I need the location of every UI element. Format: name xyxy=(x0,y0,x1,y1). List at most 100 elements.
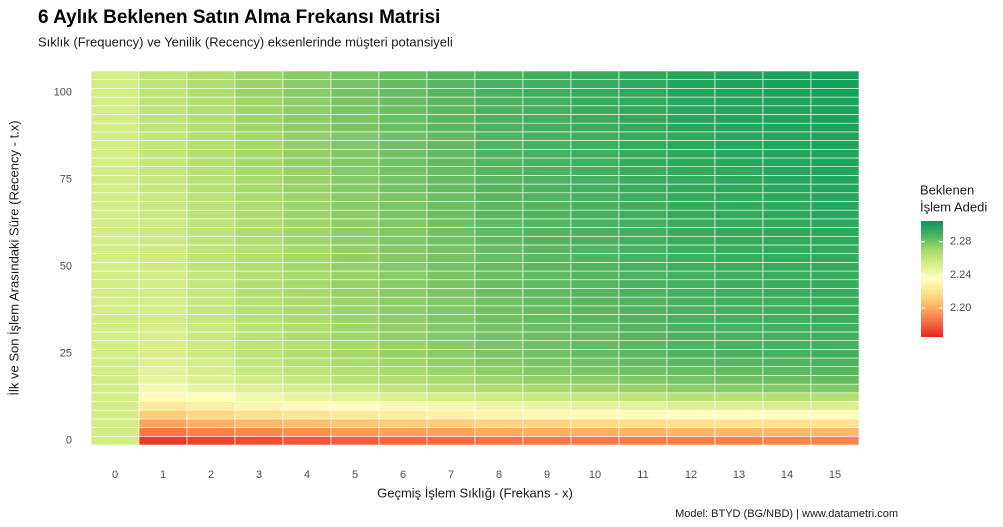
heat-cell xyxy=(330,201,380,211)
heat-cell xyxy=(666,366,716,376)
heat-cell xyxy=(762,340,812,350)
heat-cell xyxy=(522,96,572,107)
heat-cell xyxy=(810,296,860,307)
heat-cell xyxy=(762,96,812,107)
heat-cell xyxy=(474,140,524,150)
heat-cell xyxy=(570,79,620,89)
heat-cell xyxy=(810,192,860,202)
heat-cell xyxy=(762,357,812,368)
heat-cell xyxy=(570,427,620,437)
heat-cell xyxy=(762,70,812,80)
y-tick-label: 0 xyxy=(66,435,72,447)
heat-cell xyxy=(474,166,524,176)
heat-cell xyxy=(570,401,620,411)
heat-cell xyxy=(570,288,620,298)
heat-cell xyxy=(666,427,716,437)
heat-cell xyxy=(90,166,140,176)
heat-cell xyxy=(426,409,476,420)
heat-cell xyxy=(90,209,140,220)
heat-cell xyxy=(138,218,188,228)
heat-cell xyxy=(570,235,620,246)
heat-cell xyxy=(186,140,236,150)
heat-cell xyxy=(522,183,572,194)
heat-cell xyxy=(762,227,812,237)
heat-cell xyxy=(138,79,188,89)
heat-cell xyxy=(666,357,716,368)
heat-cell xyxy=(234,79,284,89)
heat-cell xyxy=(618,131,668,141)
heat-cell xyxy=(90,122,140,133)
heat-cell xyxy=(618,253,668,263)
heat-cell xyxy=(330,409,380,420)
heat-cell xyxy=(426,401,476,411)
heat-cell xyxy=(666,227,716,237)
legend-title: Beklenen xyxy=(920,182,974,197)
heat-cell xyxy=(426,366,476,376)
heat-cell xyxy=(666,314,716,324)
heat-cell xyxy=(282,340,332,350)
heat-cell xyxy=(378,392,428,402)
heat-cell xyxy=(282,427,332,437)
heat-cell xyxy=(666,96,716,107)
heat-cell xyxy=(810,409,860,420)
heat-cell xyxy=(714,209,764,220)
heat-cell xyxy=(762,244,812,254)
heat-cell xyxy=(378,253,428,263)
heat-cell xyxy=(666,392,716,402)
x-tick-label: 0 xyxy=(112,469,118,481)
heat-cell xyxy=(714,409,764,420)
heat-cell xyxy=(474,209,524,220)
heat-cell xyxy=(90,427,140,437)
heat-cell xyxy=(570,131,620,141)
heat-cell xyxy=(186,157,236,167)
heat-cell xyxy=(474,244,524,254)
heat-cell xyxy=(618,209,668,220)
heat-cell xyxy=(138,131,188,141)
heat-cell xyxy=(282,209,332,220)
heat-cell xyxy=(90,357,140,368)
heat-cell xyxy=(282,383,332,394)
heat-cell xyxy=(330,140,380,150)
heat-cell xyxy=(522,262,572,272)
heat-cell xyxy=(714,357,764,368)
heat-cell xyxy=(282,218,332,228)
heat-cell xyxy=(762,305,812,315)
heat-cell xyxy=(618,436,668,446)
heat-cell xyxy=(474,175,524,185)
heat-cell xyxy=(522,383,572,394)
heat-cell xyxy=(810,288,860,298)
heat-cell xyxy=(762,192,812,202)
heat-cell xyxy=(714,148,764,159)
heat-cell xyxy=(426,70,476,80)
heat-cell xyxy=(618,340,668,350)
heat-cell xyxy=(90,366,140,376)
heat-cell xyxy=(426,79,476,89)
heat-cell xyxy=(90,436,140,446)
heat-cell xyxy=(810,305,860,315)
heat-cell xyxy=(522,235,572,246)
heat-cell xyxy=(378,192,428,202)
heat-cell xyxy=(378,340,428,350)
heat-cell xyxy=(714,383,764,394)
heat-cell xyxy=(426,436,476,446)
heat-cell xyxy=(666,114,716,124)
heat-cell xyxy=(282,270,332,281)
heat-cell xyxy=(810,140,860,150)
heat-cell xyxy=(330,340,380,350)
heat-cell xyxy=(378,148,428,159)
heat-cell xyxy=(474,192,524,202)
heat-cell xyxy=(522,175,572,185)
heat-cell xyxy=(618,201,668,211)
heat-cell xyxy=(186,314,236,324)
heat-cell xyxy=(234,262,284,272)
heat-cell xyxy=(570,305,620,315)
y-axis-title: İlk ve Son İşlem Arasındaki Süre (Recenc… xyxy=(6,120,21,395)
heat-cell xyxy=(570,175,620,185)
heat-cell xyxy=(426,305,476,315)
heat-cell xyxy=(186,427,236,437)
heat-cell xyxy=(618,262,668,272)
heat-cell xyxy=(138,436,188,446)
heat-cell xyxy=(714,270,764,281)
heat-cell xyxy=(618,148,668,159)
heat-cell xyxy=(714,305,764,315)
